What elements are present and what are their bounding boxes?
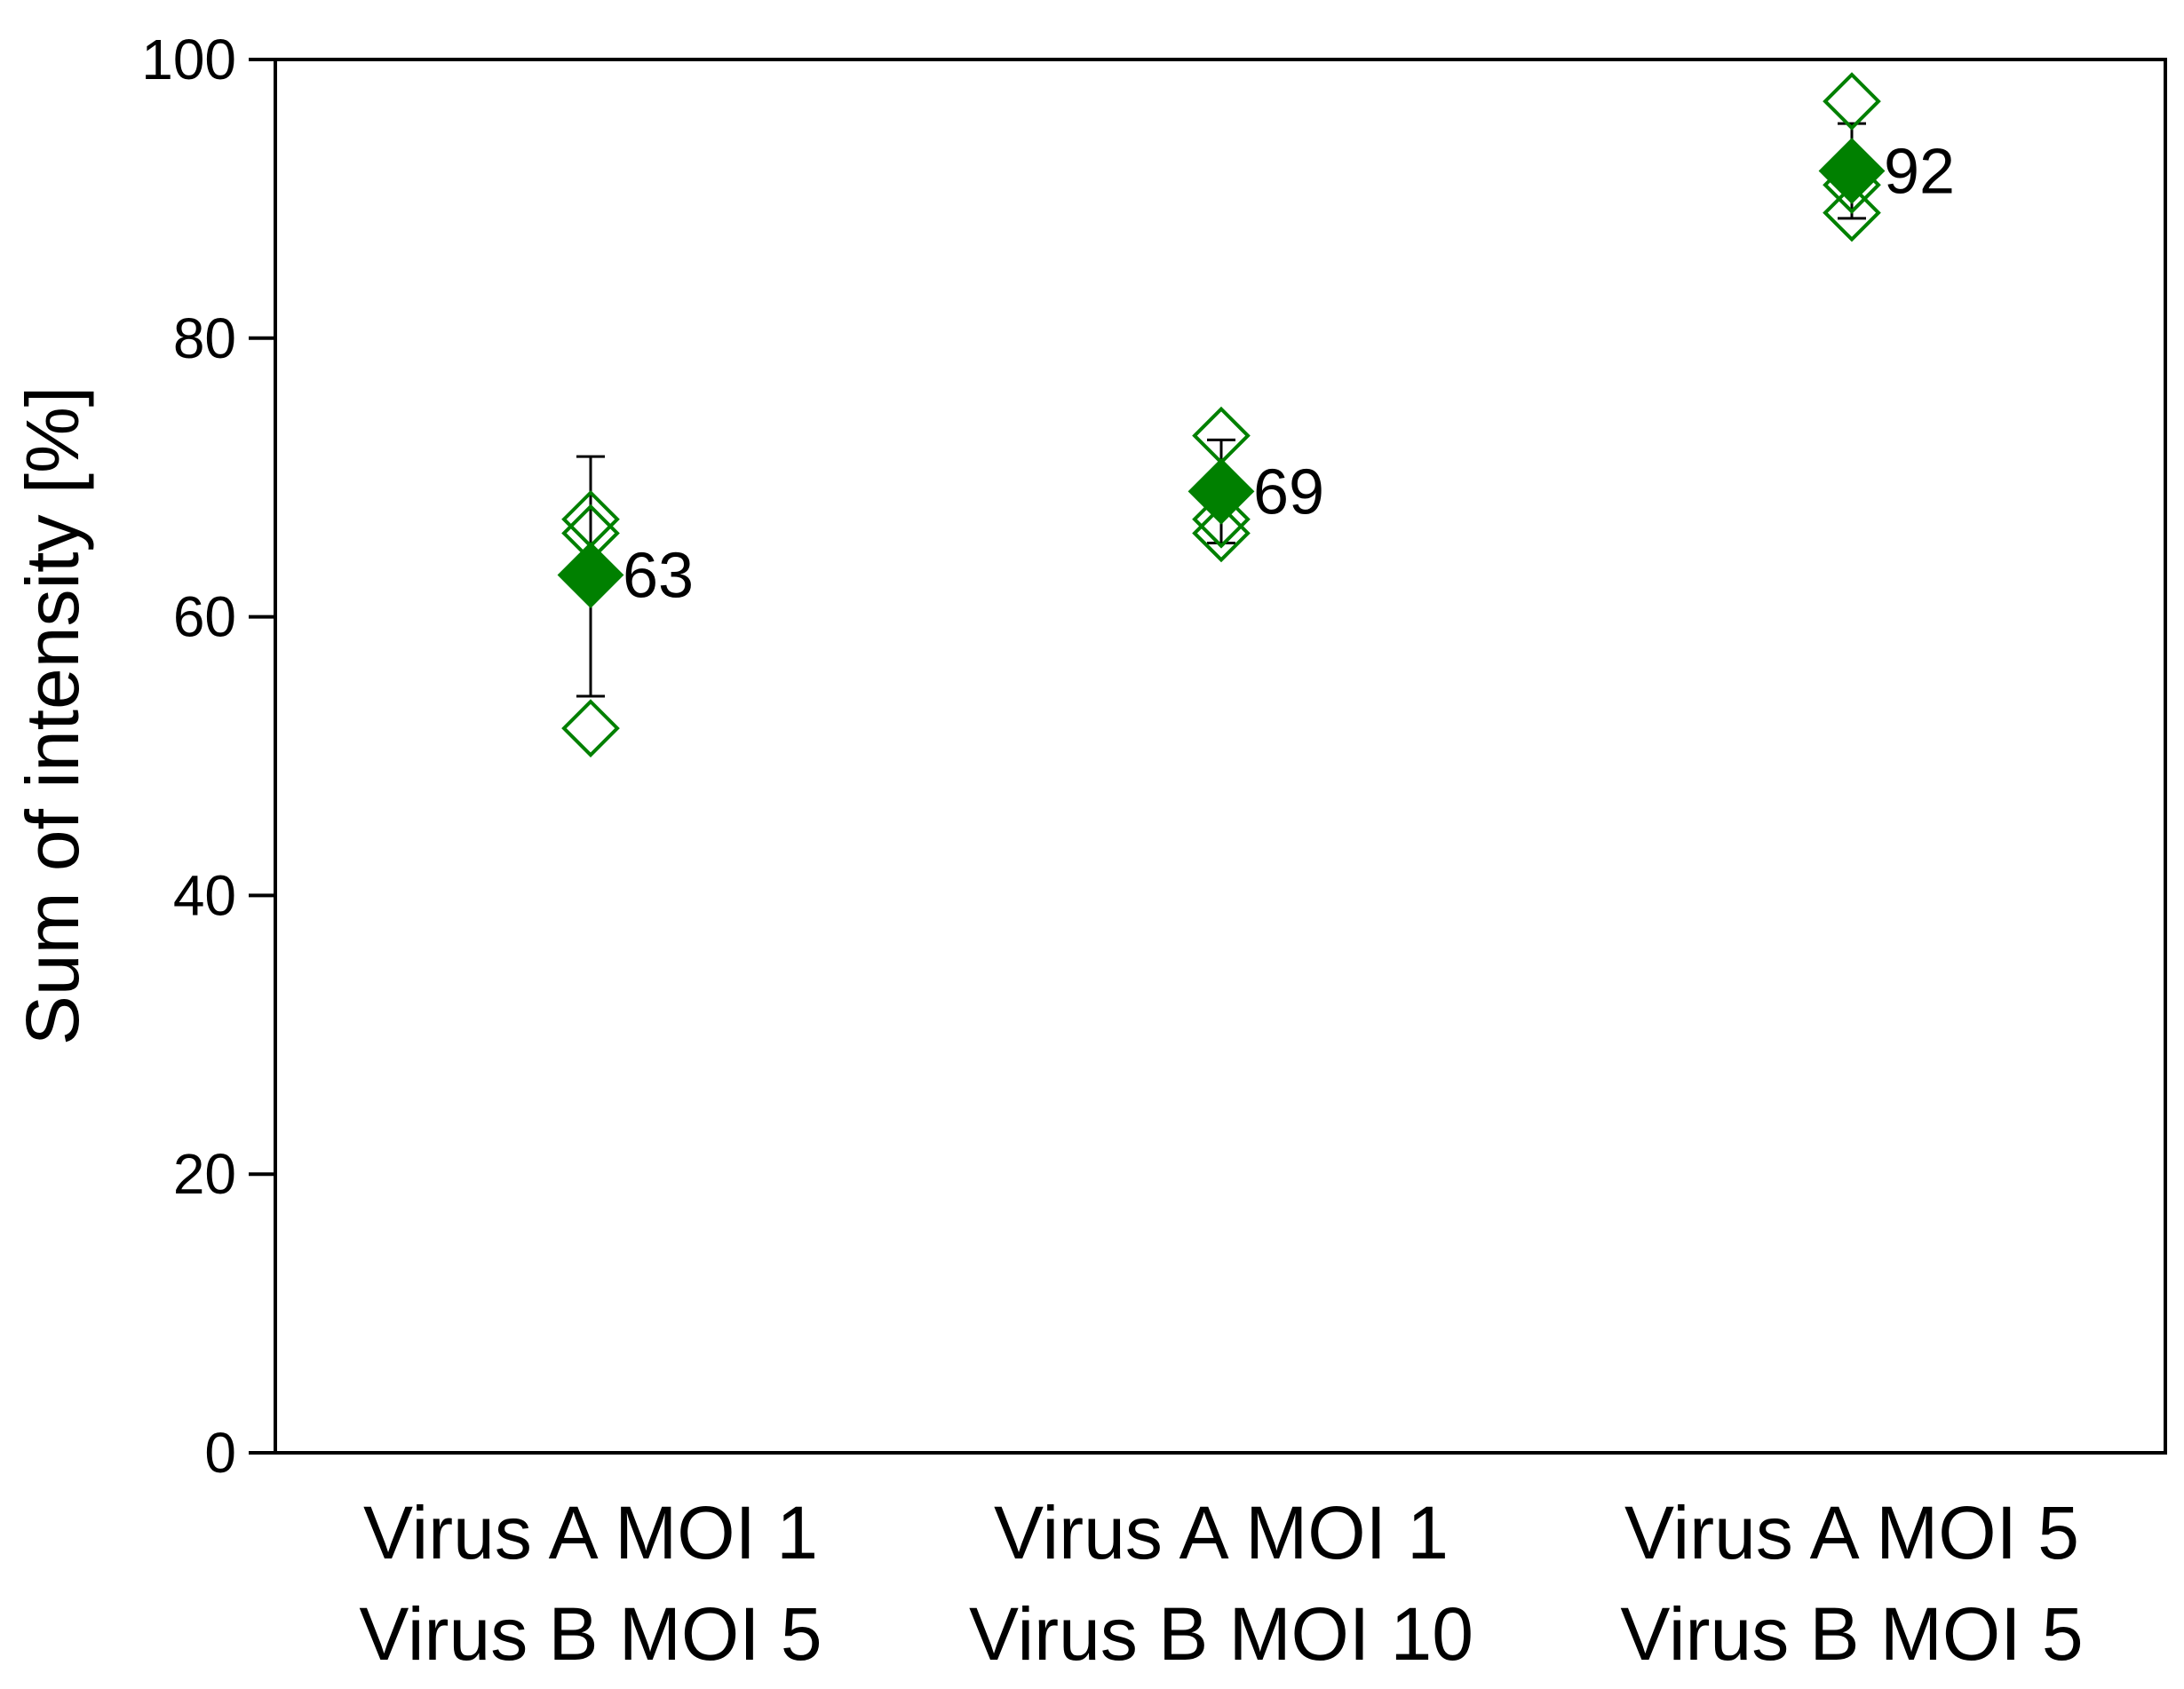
- x-axis-categories: Virus A MOI 1 Virus B MOI 5 Virus A MOI 1 V…: [359, 1491, 2083, 1676]
- replicate-point: [561, 699, 620, 757]
- y-tick-label: 0: [204, 1421, 236, 1485]
- y-tick-label: 20: [173, 1142, 236, 1206]
- category-label: Virus A MOI 1: [363, 1491, 818, 1574]
- y-axis: 0 20 40 60 80 100: [141, 28, 275, 1485]
- y-tick-label: 40: [173, 863, 236, 927]
- y-tick-label: 80: [173, 306, 236, 370]
- y-axis-title: Sum of intensity [%]: [11, 386, 94, 1045]
- category-label: Virus A MOI 1: [994, 1491, 1449, 1574]
- mean-point: [1818, 138, 1886, 204]
- replicate-point: [1823, 72, 1881, 131]
- mean-point: [557, 542, 624, 608]
- category-label: Virus B MOI 5: [359, 1592, 822, 1676]
- mean-data-label: 92: [1884, 137, 1955, 208]
- replicate-point: [1823, 183, 1881, 242]
- plot-frame: [274, 58, 2167, 1455]
- replicate-point: [1192, 489, 1251, 549]
- category-label: Virus A MOI 5: [1624, 1491, 2079, 1574]
- mean-data-label: 63: [623, 541, 694, 612]
- y-tick-label: 100: [141, 28, 236, 91]
- mean-data-label: 69: [1253, 456, 1324, 527]
- category-label: Virus B MOI 10: [969, 1592, 1473, 1676]
- data-marks: 63 69 92: [557, 72, 1955, 757]
- replicate-point: [1192, 504, 1251, 563]
- y-tick-label: 60: [173, 585, 236, 649]
- mean-point: [1187, 457, 1255, 525]
- category-label: Virus B MOI 5: [1620, 1592, 2083, 1676]
